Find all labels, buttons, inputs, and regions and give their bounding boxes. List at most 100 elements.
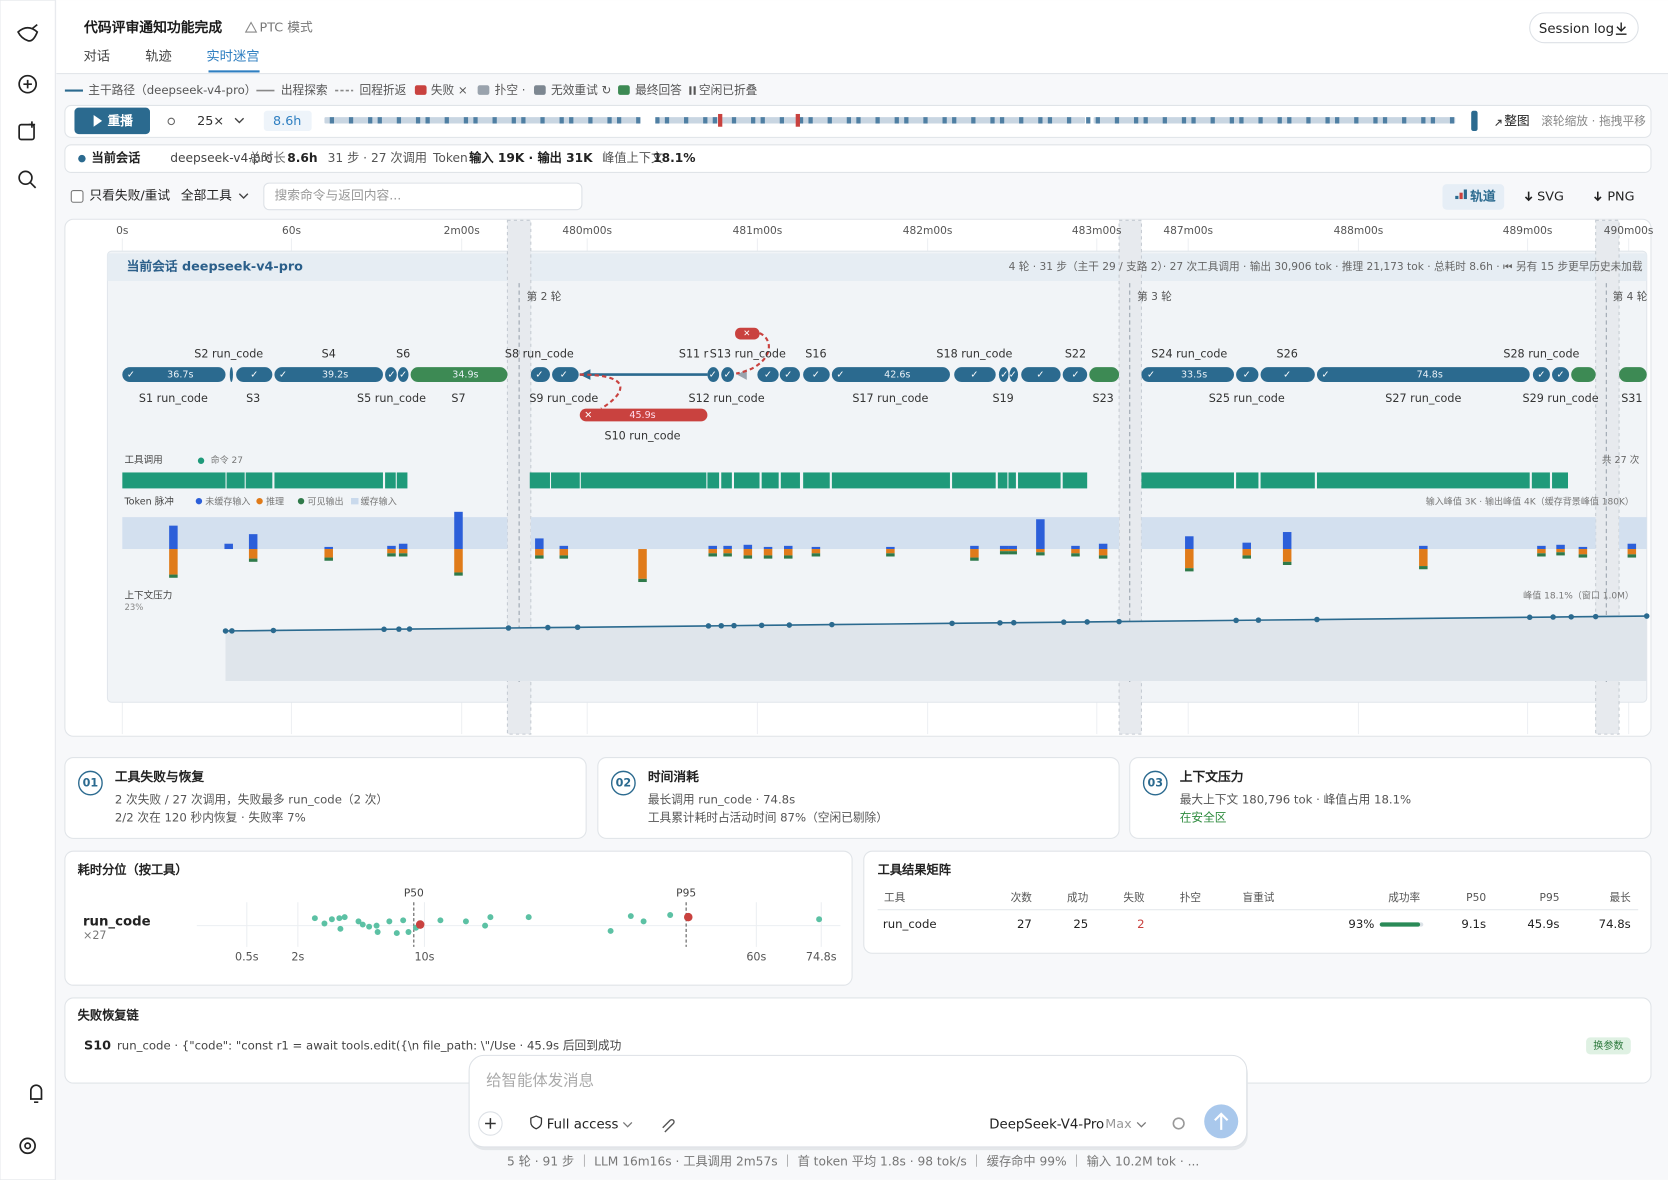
search-box[interactable] [263, 182, 583, 211]
step-pill[interactable] [1062, 367, 1088, 383]
step-pill[interactable] [779, 367, 800, 383]
tool-call[interactable] [580, 472, 707, 489]
token-pulse [999, 545, 1009, 550]
button-label[interactable]: PNG [1607, 189, 1634, 204]
search[interactable] [18, 170, 33, 186]
fail-icon: ✕ [743, 329, 750, 339]
step-pill[interactable] [1552, 367, 1570, 383]
failed-step[interactable] [579, 408, 708, 422]
tool-call[interactable] [761, 472, 779, 489]
duration: 8.6h [273, 114, 301, 129]
step-pill[interactable] [1316, 367, 1530, 383]
step-pill[interactable] [385, 367, 397, 383]
button-label[interactable]: SVG [1537, 189, 1564, 204]
step-pill[interactable] [1260, 367, 1315, 383]
step-pill[interactable] [1021, 367, 1061, 383]
step-pill[interactable] [757, 367, 779, 383]
step-pill[interactable] [1236, 367, 1259, 383]
model-select[interactable]: DeepSeek-V4-Pro [989, 1118, 1104, 1133]
cache-band [1619, 517, 1647, 550]
tab[interactable]: 对话 [84, 49, 111, 65]
session-log-button[interactable] [1529, 12, 1639, 44]
tool-call[interactable] [385, 472, 396, 489]
tool-call[interactable] [1531, 472, 1550, 489]
step-pill[interactable] [803, 367, 830, 383]
scrubber-tick [1382, 117, 1388, 124]
tab[interactable]: 实时迷宫 [206, 49, 259, 65]
step-pill[interactable] [397, 367, 409, 383]
tool-call[interactable] [1008, 472, 1016, 489]
tool-call[interactable] [803, 472, 830, 489]
token-pulse [1419, 549, 1428, 567]
tool-call[interactable] [734, 472, 760, 489]
tool-call[interactable] [721, 472, 732, 489]
tool-call[interactable] [274, 472, 383, 489]
step-pill[interactable] [707, 367, 720, 383]
tool-call[interactable] [1141, 472, 1234, 489]
tool-call[interactable] [1236, 472, 1259, 489]
step-pill[interactable] [530, 367, 550, 383]
token-pulse [454, 549, 463, 573]
step-pill[interactable] [122, 367, 226, 383]
tool-call[interactable] [551, 472, 580, 489]
step-pill[interactable] [831, 367, 950, 383]
tool-call[interactable] [1018, 472, 1061, 489]
tool-call[interactable] [122, 472, 226, 489]
step-pill[interactable] [552, 367, 579, 383]
notifications[interactable] [29, 1084, 43, 1104]
step-pill[interactable] [1571, 367, 1596, 383]
tool-call[interactable] [529, 472, 550, 489]
button-label[interactable]: 整图 [1504, 114, 1530, 129]
scrubber-tick [559, 117, 564, 124]
card-badge [610, 770, 636, 796]
button-label: Session log [1539, 22, 1614, 37]
loop-toggle[interactable] [167, 117, 175, 126]
checkbox[interactable] [70, 190, 84, 203]
tool-call[interactable] [831, 472, 950, 489]
failed-step[interactable] [735, 327, 760, 340]
step-pill[interactable] [1532, 367, 1550, 383]
tool-select[interactable]: 全部工具 [181, 187, 232, 203]
tool-call[interactable] [997, 472, 1008, 489]
tool-call[interactable] [226, 472, 245, 489]
step-pill[interactable] [998, 367, 1009, 383]
placeholder[interactable]: 给智能体发消息 [486, 1071, 594, 1089]
tool-call[interactable] [1260, 472, 1315, 489]
new-project[interactable] [18, 123, 35, 141]
context-point [505, 625, 512, 631]
step-pill[interactable] [1089, 367, 1120, 383]
step-pill[interactable] [1009, 367, 1019, 383]
step-pill[interactable] [274, 367, 383, 383]
scrubber-thumb[interactable] [1471, 110, 1478, 131]
step-pill[interactable] [236, 367, 273, 383]
tool-call[interactable] [396, 472, 408, 489]
access-select[interactable]: Full access [547, 1118, 619, 1133]
chevron [1136, 1121, 1147, 1128]
step-pill[interactable] [229, 367, 233, 383]
summary-item: 总时长 [249, 151, 286, 165]
tool-call[interactable] [1062, 472, 1088, 489]
scrubber-tick [971, 117, 976, 124]
tab[interactable]: 轨迹 [145, 49, 172, 65]
track-button[interactable] [1442, 184, 1505, 210]
token-pulse [723, 553, 732, 557]
step-pill[interactable] [1141, 367, 1234, 383]
token-pulse [1036, 549, 1045, 553]
replay-button[interactable] [74, 107, 150, 135]
step-label: S2 run_code [194, 347, 263, 360]
speed[interactable]: 25× [197, 114, 224, 129]
step-pill[interactable] [410, 367, 508, 383]
new-chat[interactable] [18, 74, 38, 94]
tool-call[interactable] [245, 472, 273, 489]
tool-call[interactable] [1552, 472, 1569, 489]
step-pill[interactable] [954, 367, 996, 383]
step-pill[interactable] [1619, 367, 1647, 383]
logo[interactable] [17, 23, 39, 42]
tool-call[interactable] [1316, 472, 1530, 489]
scrubber-tick [492, 117, 497, 124]
tool-call[interactable] [780, 472, 800, 489]
tool-call[interactable] [952, 472, 996, 489]
step-pill[interactable] [721, 367, 735, 383]
settings[interactable] [19, 1137, 36, 1155]
tool-call[interactable] [707, 472, 720, 489]
